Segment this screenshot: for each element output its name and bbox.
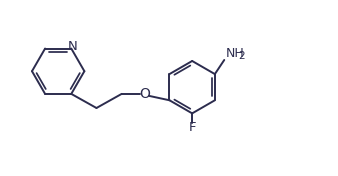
- Text: O: O: [139, 87, 150, 101]
- Text: N: N: [68, 40, 78, 53]
- Text: NH: NH: [226, 48, 245, 60]
- Text: F: F: [188, 121, 196, 134]
- Text: 2: 2: [238, 51, 245, 61]
